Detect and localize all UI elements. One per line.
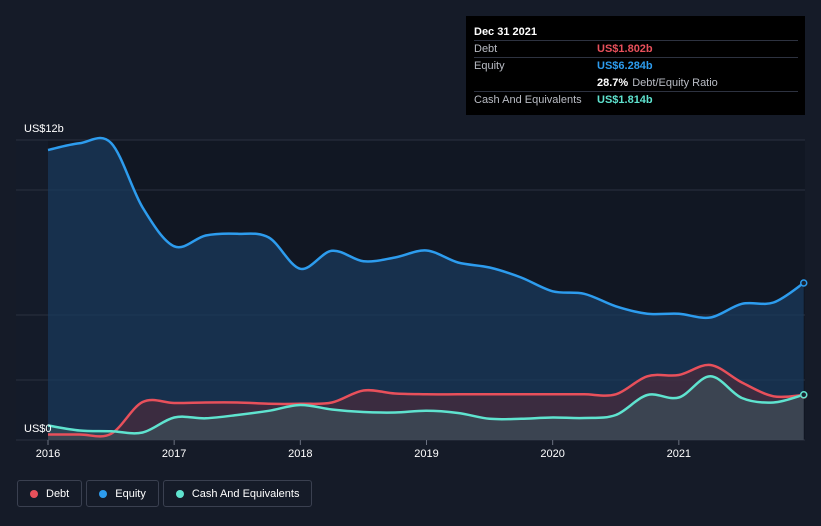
tooltip-label [474, 75, 597, 91]
tooltip-date: Dec 31 2021 [474, 26, 537, 38]
x-tick-label: 2017 [162, 448, 186, 460]
tooltip-value: US$1.802b [597, 43, 653, 55]
x-tick-label: 2016 [36, 448, 60, 460]
tooltip-row-equity: Equity US$6.284b [474, 57, 798, 74]
y-axis-bottom-label: US$0 [24, 423, 52, 435]
equity-end-point [799, 279, 808, 287]
tooltip-row-cash: Cash And Equivalents US$1.814b [474, 91, 798, 108]
tooltip-ratio-label: Debt/Equity Ratio [632, 77, 718, 89]
legend-dot-icon [175, 489, 184, 498]
x-tick-label: 2018 [288, 448, 312, 460]
cash-and-equivalents-end-point [799, 391, 808, 399]
y-axis-top-label: US$12b [24, 123, 64, 135]
legend-item-cash[interactable]: Cash And Equivalents [162, 480, 313, 507]
tooltip-row-debt: Debt US$1.802b [474, 40, 798, 57]
tooltip-label: Equity [474, 60, 505, 72]
legend-label: Debt [46, 487, 70, 500]
x-axis-ticks: 2016 2017 2018 2019 2020 2021 [36, 440, 691, 460]
tooltip-row-ratio: 28.7% Debt/Equity Ratio [474, 74, 798, 91]
series-end-markers [799, 279, 808, 399]
legend-dot-icon [30, 489, 38, 498]
tooltip-value: US$1.814b [597, 94, 653, 106]
x-tick-label: 2021 [667, 448, 691, 460]
legend-label: Cash And Equivalents [191, 487, 300, 500]
tooltip: Dec 31 2021 Debt US$1.802b Equity US$6.2… [466, 16, 805, 115]
series-areas [48, 138, 804, 440]
cash-and-equivalents-line [47, 375, 805, 435]
legend-item-debt[interactable]: Debt [17, 480, 83, 507]
legend-dot-icon [99, 489, 108, 498]
tooltip-value: US$6.284b [597, 60, 653, 72]
legend: Debt Equity Cash And Equivalents [17, 480, 313, 507]
legend-label: Equity [115, 487, 146, 500]
x-tick-label: 2020 [540, 448, 564, 460]
tooltip-ratio: 28.7% Debt/Equity Ratio [597, 75, 718, 91]
tooltip-value: 28.7% [597, 77, 629, 89]
cash-and-equivalents-area [48, 376, 804, 440]
tooltip-label: Cash And Equivalents [474, 94, 582, 106]
debt-line [47, 363, 804, 438]
equity-line [47, 136, 805, 320]
legend-item-equity[interactable]: Equity [86, 480, 159, 507]
equity-area [48, 138, 804, 440]
tooltip-label: Debt [474, 43, 498, 55]
series-lines [47, 136, 805, 438]
x-tick-label: 2019 [414, 448, 438, 460]
